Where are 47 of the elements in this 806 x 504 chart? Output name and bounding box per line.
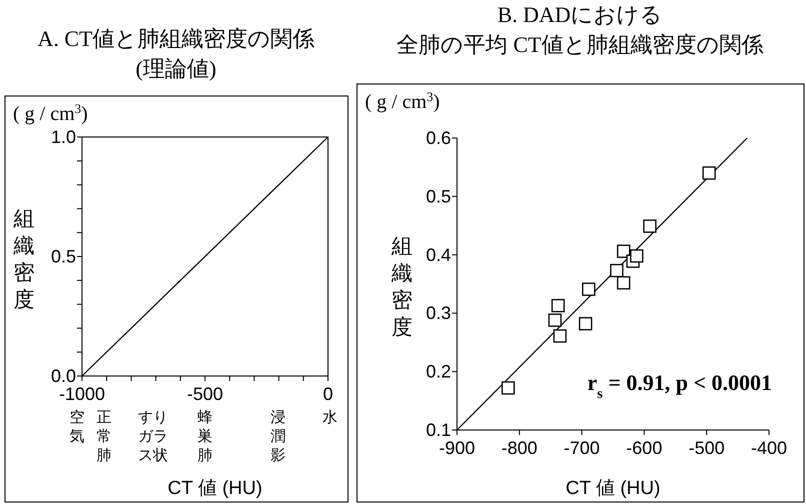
y-tick-label: 0.1 — [426, 420, 451, 440]
chart-title: A. CT値と肺組織密度の関係 — [38, 26, 314, 51]
text: すりガラス状 — [138, 409, 168, 464]
x-tick-label: -500 — [688, 438, 725, 458]
text: 蜂巣肺 — [198, 409, 212, 464]
y-tick-label: 0.5 — [426, 186, 451, 206]
chart-title: B. DADにおける — [497, 2, 663, 27]
x-axis-title: CT 値 (HU) — [566, 478, 660, 499]
x-axis-title: CT 値 (HU) — [168, 478, 262, 499]
point — [630, 249, 644, 263]
y-axis-title: 組織密度 — [12, 208, 34, 312]
point — [548, 314, 562, 327]
text: 浸潤影 — [270, 409, 286, 464]
x-tick-label: -900 — [438, 438, 476, 458]
y-axis-title: 組織密度 — [390, 235, 412, 339]
y-tick-label: 0.6 — [426, 128, 451, 148]
text: ( g / cm$^{3}$) — [13, 100, 88, 125]
point — [616, 244, 630, 258]
text: 空気 — [70, 409, 84, 445]
point — [702, 166, 716, 180]
point — [551, 298, 565, 312]
y-tick-label: 1.0 — [50, 127, 76, 147]
point — [610, 264, 624, 278]
text: 正常肺 — [96, 409, 112, 464]
x-tick-label: -800 — [501, 438, 538, 458]
y-tick-label: 0.2 — [426, 362, 451, 382]
chart-subtitle: 全肺の平均 CT値と肺組織密度の関係 — [396, 32, 764, 57]
chart-subtitle: (理論値) — [136, 56, 216, 81]
y-tick-label: 0.0 — [50, 366, 76, 386]
y-tick-label: 0.3 — [426, 303, 451, 324]
y-tick-label: 0.5 — [50, 246, 76, 266]
point — [502, 381, 515, 395]
x-tick-label: -400 — [750, 438, 788, 458]
point — [643, 220, 656, 233]
text: r$_{s}$ = 0.91, p < 0.0001 — [587, 370, 772, 402]
text: ( g / cm$^{3}$) — [365, 88, 440, 113]
point — [553, 329, 567, 343]
x-tick-label: -500 — [186, 384, 224, 404]
point — [578, 317, 592, 330]
y-tick-label: 0.4 — [426, 244, 451, 265]
text: 水 — [322, 409, 338, 426]
x-tick-label: -700 — [564, 438, 600, 458]
point — [582, 282, 596, 296]
point — [616, 276, 630, 290]
x-tick-label: 0 — [322, 384, 334, 404]
x-tick-label: -600 — [626, 438, 662, 458]
x-tick-label: -1000 — [58, 384, 106, 404]
